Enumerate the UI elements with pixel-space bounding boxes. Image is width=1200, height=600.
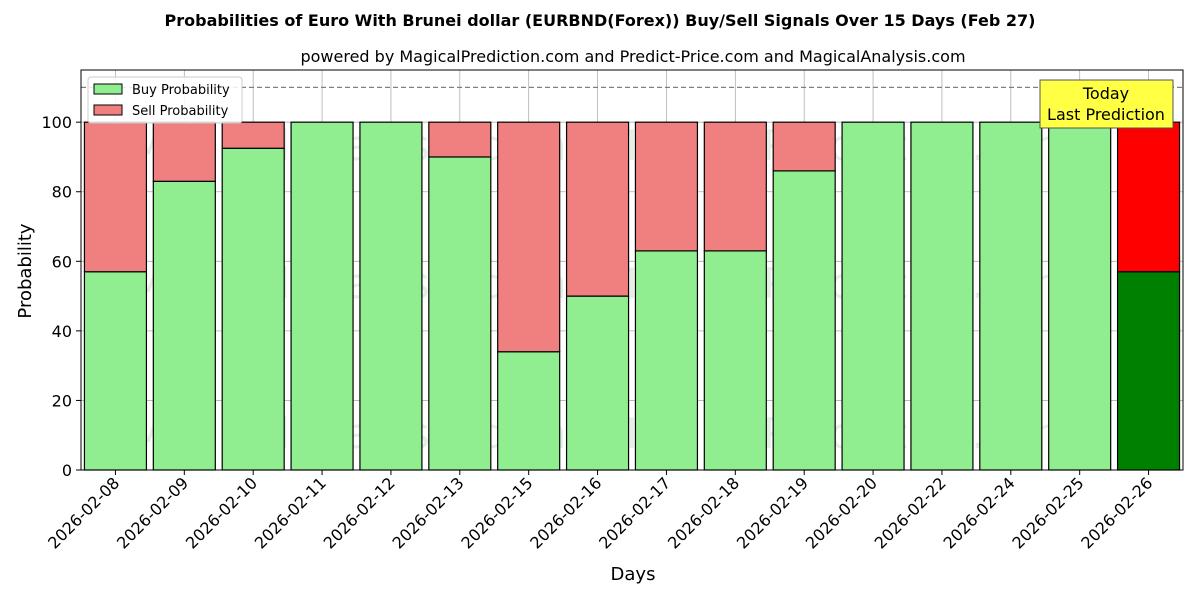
bar-sell <box>634 121 699 252</box>
bar-sell <box>152 121 216 182</box>
x-tick-label: 2026-02-16 <box>526 473 605 552</box>
x-tick-label: 2026-02-09 <box>113 473 192 552</box>
today-annotation: Today Last Prediction <box>1039 79 1174 129</box>
legend: Buy Probability Sell Probability <box>87 76 243 124</box>
bar-sell <box>221 121 285 149</box>
y-tick-label: 20 <box>52 391 72 410</box>
y-tick-label: 60 <box>52 252 72 271</box>
bar-buy <box>83 271 148 471</box>
bar-buy <box>772 170 836 471</box>
bars <box>83 121 1181 471</box>
legend-label: Buy Probability <box>132 83 230 98</box>
bar-buy <box>1048 121 1112 471</box>
bar-buy <box>565 295 630 471</box>
bar-buy <box>428 156 492 471</box>
annotation-box <box>1039 79 1174 129</box>
bar-sell <box>703 121 767 252</box>
bar-sell <box>83 121 148 273</box>
x-tick-label: 2026-02-17 <box>595 473 674 552</box>
x-tick-label: 2026-02-22 <box>871 473 950 552</box>
bar-sell <box>497 121 561 353</box>
x-tick-label: 2026-02-08 <box>44 473 123 552</box>
bar-buy <box>497 351 561 471</box>
x-tick-label: 2026-02-18 <box>664 473 743 552</box>
bar-sell <box>565 121 630 297</box>
chart-subtitle: powered by MagicalPrediction.com and Pre… <box>300 47 965 66</box>
bar-buy <box>221 147 285 471</box>
y-tick-label: 40 <box>52 322 72 341</box>
bar-buy <box>634 250 699 471</box>
annotation-text: Last Prediction <box>1047 105 1165 124</box>
x-axis-ticks: 2026-02-082026-02-092026-02-102026-02-11… <box>44 470 1156 553</box>
x-tick-label: 2026-02-12 <box>320 473 399 552</box>
x-tick-label: 2026-02-25 <box>1008 473 1087 552</box>
bar-buy <box>290 121 354 471</box>
x-tick-label: 2026-02-11 <box>251 473 330 552</box>
bar-buy <box>152 180 216 471</box>
y-axis-label: Probability <box>15 223 36 318</box>
x-tick-label: 2026-02-20 <box>802 473 881 552</box>
bar-buy <box>910 121 974 471</box>
x-tick-label: 2026-02-19 <box>733 473 812 552</box>
x-tick-label: 2026-02-24 <box>939 473 1018 552</box>
legend-box <box>87 76 243 124</box>
x-tick-label: 2026-02-26 <box>1077 473 1156 552</box>
x-tick-label: 2026-02-13 <box>388 473 467 552</box>
legend-swatch <box>93 83 123 95</box>
y-tick-label: 100 <box>41 113 72 132</box>
bar-buy <box>359 121 423 471</box>
x-tick-label: 2026-02-15 <box>457 473 536 552</box>
y-axis-ticks: 0 20 40 60 80 100 <box>41 113 81 480</box>
plot-frame <box>80 69 1184 471</box>
x-axis-label: Days <box>611 564 656 585</box>
bar-buy <box>703 250 767 471</box>
bar-buy <box>841 121 905 471</box>
y-tick-label: 80 <box>52 183 72 202</box>
bar-sell <box>428 121 492 158</box>
chart-title: Probabilities of Euro With Brunei dollar… <box>165 11 1036 30</box>
bar-buy <box>979 121 1043 471</box>
bar-sell <box>772 121 836 172</box>
bar-sell <box>1116 121 1181 273</box>
legend-label: Sell Probability <box>132 104 229 119</box>
annotation-text: Today <box>1082 84 1129 103</box>
y-tick-label: 0 <box>62 461 72 480</box>
x-tick-label: 2026-02-10 <box>182 473 261 552</box>
legend-swatch <box>93 104 123 116</box>
bar-buy <box>1116 271 1181 471</box>
